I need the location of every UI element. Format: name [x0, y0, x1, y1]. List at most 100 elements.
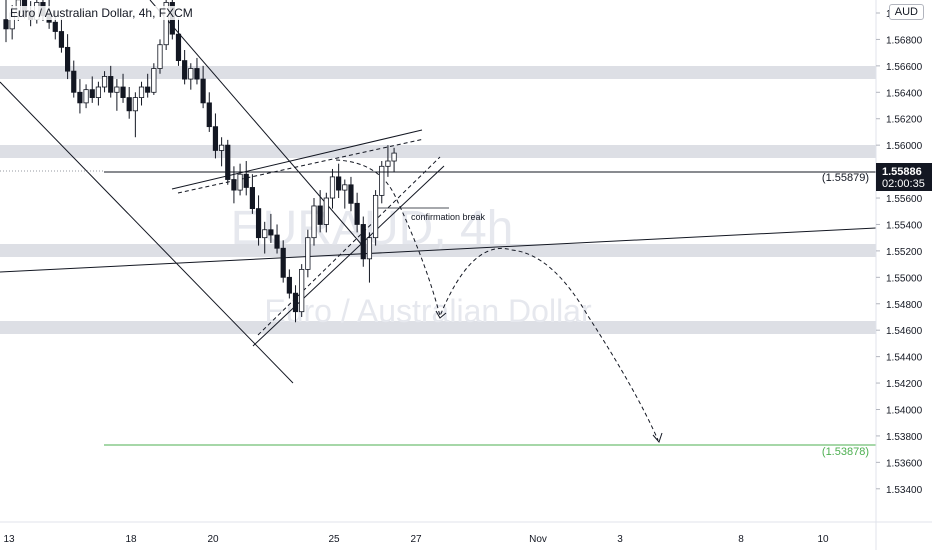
candle-body-bull: [311, 205, 317, 239]
candle: [274, 224, 280, 254]
candle-body-bear: [249, 187, 255, 210]
candles-layer: [3, 0, 397, 323]
time-tick-label-8: 10: [817, 534, 829, 545]
price-tick-label-13: 1.56000: [886, 141, 923, 152]
candle: [77, 79, 83, 114]
candle: [218, 137, 225, 167]
resistance-zone-mid: [0, 145, 876, 158]
candle-body-bear: [336, 176, 342, 191]
candle-body-bear: [348, 184, 354, 204]
candle: [188, 63, 194, 90]
candle-body-bull: [151, 68, 157, 93]
candle: [200, 65, 206, 109]
time-tick-label-0: 13: [3, 534, 15, 545]
candle-body-bear: [225, 144, 231, 180]
current-level-label: (1.55879): [822, 172, 869, 184]
projected-path: [335, 159, 659, 441]
candle-body-bear: [65, 46, 71, 72]
wedge-lower-line[interactable]: [252, 165, 445, 347]
candle: [255, 195, 262, 246]
last-price-tag-bg: [876, 163, 932, 191]
candle-body-bear: [360, 224, 366, 260]
price-tick-label-1: 1.53600: [886, 458, 923, 469]
candle-body-bull: [262, 229, 268, 239]
price-tick-label-6: 1.54600: [886, 326, 923, 337]
candle: [342, 179, 348, 209]
candle-body-bear: [317, 205, 323, 225]
candle: [323, 192, 329, 233]
price-tick-label-11: 1.55600: [886, 194, 923, 205]
target-level-label: (1.53878): [822, 446, 869, 458]
channel-lower-line[interactable]: [0, 81, 294, 384]
candle: [249, 174, 255, 214]
candle: [354, 192, 360, 233]
candle: [151, 63, 157, 95]
candle: [317, 190, 323, 233]
candle: [268, 213, 274, 243]
candle-body-bear: [243, 173, 249, 188]
price-tick-label-17: 1.56800: [886, 35, 923, 46]
candle: [145, 73, 151, 98]
price-tick-label-2: 1.53800: [886, 432, 923, 443]
candle: [311, 198, 317, 246]
time-tick-label-4: 27: [410, 534, 422, 545]
arrowhead-first-target: [435, 310, 447, 319]
price-tick-label-9: 1.55200: [886, 247, 923, 258]
candle: [225, 139, 231, 185]
candle-body-bull: [114, 86, 120, 93]
candle-body-bull: [163, 2, 169, 46]
wedge-lower-dashed[interactable]: [257, 156, 441, 336]
candle-body-bear: [206, 102, 212, 128]
price-tick-label-3: 1.54000: [886, 405, 923, 416]
long-trend-line[interactable]: [0, 227, 877, 273]
candle-body-bull: [323, 197, 329, 225]
candle-body-bull: [237, 173, 243, 191]
time-tick-label-3: 25: [328, 534, 340, 545]
candle-body-bull: [379, 165, 385, 196]
price-tick-label-4: 1.54200: [886, 379, 923, 390]
candle-body-bear: [200, 78, 206, 104]
price-axis[interactable]: 1.53400 1.53600 1.53800 1.54000 1.54200 1.544…: [876, 9, 923, 496]
candle: [3, 0, 9, 43]
watermark-name: Euro / Australian Dollar: [264, 293, 592, 329]
candle-body-bull: [95, 86, 101, 98]
candle: [237, 163, 243, 196]
arrowhead-final-target: [652, 432, 663, 443]
candle: [157, 39, 163, 74]
candle-body-bear: [280, 247, 286, 278]
candle-body-bear: [77, 91, 83, 104]
candle: [286, 269, 292, 299]
last-price-tag: 1.55886 02:00:35: [876, 163, 932, 191]
candle: [391, 147, 397, 172]
candle-body-bull: [188, 68, 194, 80]
candle: [108, 65, 114, 98]
candle-body-bear: [268, 229, 274, 236]
candle: [83, 84, 89, 109]
candle: [206, 92, 212, 132]
candle: [138, 81, 145, 106]
candle: [360, 216, 366, 267]
candle: [95, 81, 101, 106]
price-tick-label-8: 1.55000: [886, 273, 923, 284]
candle: [175, 18, 182, 66]
candle-body-bear: [52, 21, 58, 32]
candle: [329, 168, 336, 209]
candle: [182, 50, 188, 85]
support-zone-low: [0, 321, 876, 334]
last-price-value: 1.55886: [882, 166, 922, 178]
candle-body-bull: [138, 86, 145, 98]
candle: [372, 190, 379, 246]
bar-countdown: 02:00:35: [882, 178, 925, 190]
candle: [101, 71, 108, 93]
candle: [336, 163, 342, 199]
wedge-upper-line[interactable]: [171, 129, 423, 190]
candle: [262, 221, 268, 254]
candle-body-bear: [231, 179, 237, 191]
time-tick-label-6: 3: [617, 534, 623, 545]
candle-body-bear: [120, 86, 126, 98]
time-tick-label-1: 18: [125, 534, 137, 545]
currency-label[interactable]: AUD: [888, 4, 924, 20]
time-axis[interactable]: 13 18 20 25 27 Nov 3 8 10: [3, 534, 829, 545]
